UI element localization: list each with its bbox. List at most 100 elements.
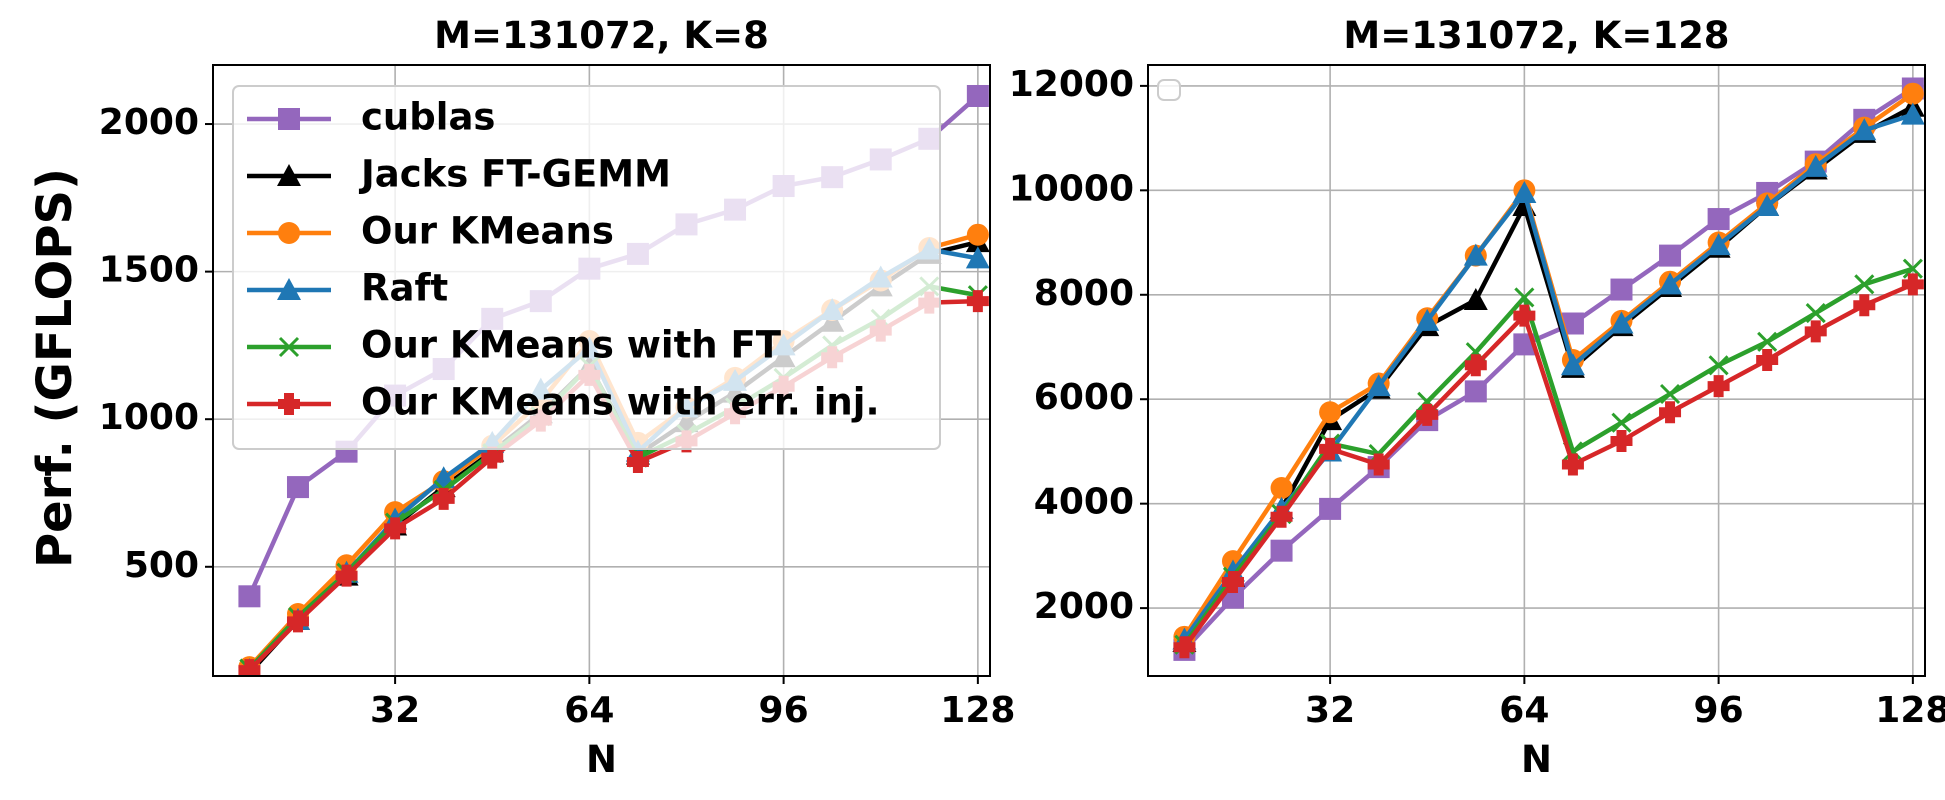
data-point <box>966 223 989 246</box>
legend-box <box>1157 79 1181 101</box>
y-tick-label: 12000 <box>1009 64 1134 105</box>
data-point <box>1803 154 1828 177</box>
legend-label: Our KMeans with FT <box>361 324 782 367</box>
legend-box <box>232 85 941 450</box>
data-point <box>1560 353 1585 376</box>
data-point <box>1757 331 1778 352</box>
data-point <box>1561 312 1584 335</box>
legend-item: Our KMeans with FT <box>247 324 782 367</box>
x-tick-label: 64 <box>1499 690 1549 731</box>
y-tick-label: 500 <box>124 545 199 586</box>
grid <box>1148 65 1925 676</box>
legend-item: Jacks FT-GEMM <box>247 153 671 196</box>
y-tick-label: 8000 <box>1034 273 1134 314</box>
legend-marker <box>277 164 301 186</box>
data-point <box>1708 355 1729 376</box>
data-point <box>1706 233 1731 256</box>
data-point <box>1464 380 1487 403</box>
y-tick-label: 10000 <box>1009 168 1134 209</box>
data-point <box>1270 539 1293 562</box>
data-point <box>1804 320 1827 343</box>
x-tick-label: 128 <box>940 690 1015 731</box>
legend-label: cublas <box>361 96 495 139</box>
series-line <box>1182 282 1914 649</box>
data-point <box>1270 477 1293 499</box>
data-point <box>965 246 990 269</box>
data-point <box>1415 308 1440 331</box>
data-point <box>286 476 309 499</box>
data-point <box>1319 401 1342 424</box>
chart-panel-right: 32 64 96 128 2000 4000 6000 8000 10000 12000 M=131… <box>1009 14 1945 781</box>
data-point <box>1512 180 1537 203</box>
legend-item: Our KMeans with err. inj. <box>247 381 880 424</box>
data-point <box>432 487 455 510</box>
data-point <box>1221 571 1244 593</box>
legend-marker <box>278 336 300 358</box>
data-point <box>1854 274 1875 295</box>
legend-label: Our KMeans <box>361 210 614 253</box>
series-4 <box>1174 258 1923 655</box>
data-point <box>1367 453 1390 476</box>
legend-marker <box>278 222 300 244</box>
legend-item: cublas <box>247 96 495 139</box>
chart-panel-left: 32 64 96 128 500 1000 1500 2000 M=131072, K=8 Ncu… <box>99 14 1016 781</box>
axes-frame <box>212 64 991 677</box>
data-point <box>335 564 358 587</box>
y-tick-label: 2000 <box>99 102 199 143</box>
series-5 <box>1173 273 1924 659</box>
data-point <box>1463 288 1488 310</box>
data-point <box>1319 437 1342 460</box>
x-tick-label: 32 <box>370 690 420 731</box>
chart-title: M=131072, K=128 <box>1343 14 1729 57</box>
data-point <box>1901 273 1924 296</box>
data-point <box>1610 278 1633 301</box>
x-tick-label: 96 <box>759 690 809 731</box>
series-line <box>1182 266 1914 646</box>
legend-marker <box>278 393 300 415</box>
figure-ylabel: Perf. (GFLOPS) <box>27 168 83 568</box>
data-point <box>966 290 989 313</box>
x-tick-label: 64 <box>564 690 614 731</box>
data-point <box>1173 636 1196 659</box>
y-tick-label: 6000 <box>1034 377 1134 418</box>
legend-marker <box>278 108 300 130</box>
data-point <box>238 659 261 676</box>
legend-marker <box>277 278 301 300</box>
chart-title: M=131072, K=8 <box>434 14 769 57</box>
legend <box>1157 79 1181 101</box>
y-tick-label: 1500 <box>99 250 199 291</box>
legend-label: Raft <box>361 267 448 310</box>
data-point <box>384 517 407 540</box>
data-point <box>1609 311 1634 334</box>
y-tick-label: 4000 <box>1034 482 1134 523</box>
data-point <box>481 446 504 469</box>
data-point <box>626 451 649 474</box>
data-point <box>1514 287 1535 308</box>
data-point <box>238 585 261 608</box>
legend-label: Jacks FT-GEMM <box>358 153 671 196</box>
x-axis-label: N <box>586 738 617 781</box>
data-point <box>1755 194 1780 216</box>
data-point <box>1900 102 1925 125</box>
data-point <box>1707 208 1730 231</box>
data-point <box>1463 243 1488 266</box>
legend-item: Raft <box>247 267 448 310</box>
x-tick-label: 32 <box>1305 690 1355 731</box>
data-point <box>1805 302 1826 324</box>
axes-frame <box>1147 64 1926 677</box>
data-point <box>1270 505 1293 528</box>
x-tick-label: 128 <box>1875 690 1945 731</box>
data-point <box>1611 412 1632 433</box>
data-point <box>1464 354 1487 377</box>
data-point <box>1853 294 1876 317</box>
legend: cublas Jacks FT-GEMM Our KMeans Raft Our KMe… <box>232 85 941 450</box>
data-point <box>1902 258 1923 279</box>
data-point <box>1366 374 1391 397</box>
legend-item: Our KMeans <box>247 210 614 253</box>
data-point <box>286 610 309 633</box>
data-point <box>1416 403 1439 426</box>
data-point <box>1659 401 1682 424</box>
plot-area <box>1172 77 1925 661</box>
data-point <box>1561 453 1584 476</box>
